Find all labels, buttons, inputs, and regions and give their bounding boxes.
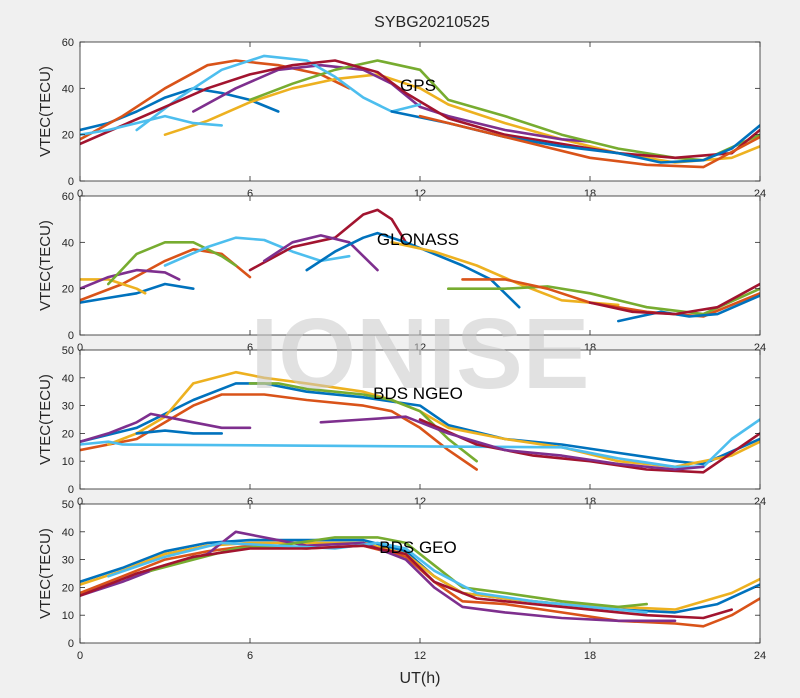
- y-tick-label: 10: [62, 610, 74, 622]
- y-tick-label: 10: [62, 456, 74, 468]
- y-axis-label: VTEC(TECU): [37, 66, 54, 157]
- series-line-2-0: [80, 382, 760, 466]
- series-line-1-3: [80, 268, 181, 290]
- x-tick-label: 0: [77, 496, 83, 508]
- y-tick-label: 40: [62, 83, 74, 95]
- y-tick-label: 40: [62, 527, 74, 539]
- y-tick-label: 20: [62, 428, 74, 440]
- x-tick-label: 0: [77, 650, 83, 662]
- series-line-1-4: [107, 241, 238, 286]
- series-line-3-2: [80, 541, 760, 611]
- y-axis-label: VTEC(TECU): [37, 374, 54, 465]
- series-line-1-7: [262, 234, 379, 272]
- y-tick-label: 0: [68, 176, 74, 188]
- series-line-0-6: [80, 59, 760, 160]
- series-line-3-4: [149, 536, 648, 609]
- chart-title: SYBG20210525: [374, 14, 490, 31]
- y-axis-label: VTEC(TECU): [37, 220, 54, 311]
- series-line-0-5: [135, 54, 422, 132]
- panel-label: BDS NGEO: [373, 384, 463, 403]
- series-line-2-8: [319, 415, 705, 471]
- panel-label: BDS GEO: [379, 538, 456, 557]
- x-tick-label: 6: [247, 496, 253, 508]
- y-tick-label: 20: [62, 130, 74, 142]
- x-tick-label: 6: [247, 188, 253, 200]
- x-tick-label: 12: [414, 650, 426, 662]
- series-line-2-3: [80, 412, 252, 443]
- series-line-2-7: [135, 429, 223, 435]
- series-group: [80, 208, 760, 323]
- x-tick-label: 6: [247, 342, 253, 354]
- series-line-1-6: [248, 208, 408, 272]
- series-line-3-6: [80, 544, 733, 620]
- y-tick-label: 0: [68, 638, 74, 650]
- series-group: [80, 530, 760, 628]
- y-tick-label: 50: [62, 345, 74, 357]
- series-line-1-13: [588, 282, 760, 316]
- watermark: IONISE: [251, 298, 590, 410]
- y-tick-label: 60: [62, 37, 74, 49]
- y-tick-label: 20: [62, 582, 74, 594]
- y-tick-label: 40: [62, 237, 74, 249]
- x-axis-label: UT(h): [400, 670, 441, 687]
- series-line-2-5: [80, 418, 760, 469]
- y-axis-label: VTEC(TECU): [37, 528, 54, 619]
- y-tick-label: 50: [62, 499, 74, 511]
- panel-label: GLONASS: [377, 230, 459, 249]
- x-tick-label: 24: [754, 650, 766, 662]
- y-tick-label: 30: [62, 401, 74, 413]
- series-line-2-6: [418, 418, 760, 474]
- series-line-1-2: [80, 278, 147, 295]
- series-line-3-5: [107, 541, 648, 614]
- series-line-0-1: [80, 59, 351, 141]
- y-tick-label: 0: [68, 484, 74, 496]
- series-line-2-1: [80, 393, 478, 471]
- series-group: [80, 54, 760, 169]
- panel-label: GPS: [400, 76, 436, 95]
- series-group: [80, 370, 760, 474]
- series-line-0-8: [418, 114, 760, 169]
- x-tick-label: 0: [77, 342, 83, 354]
- x-tick-label: 6: [247, 650, 253, 662]
- x-tick-label: 18: [584, 650, 596, 662]
- series-line-1-12: [617, 294, 760, 323]
- y-tick-label: 30: [62, 555, 74, 567]
- y-tick-label: 0: [68, 330, 74, 342]
- x-tick-label: 0: [77, 188, 83, 200]
- series-line-1-0: [80, 282, 195, 304]
- y-tick-label: 60: [62, 191, 74, 203]
- series-line-1-8: [305, 231, 521, 309]
- y-tick-label: 20: [62, 284, 74, 296]
- series-line-0-9: [80, 114, 223, 136]
- y-tick-label: 40: [62, 373, 74, 385]
